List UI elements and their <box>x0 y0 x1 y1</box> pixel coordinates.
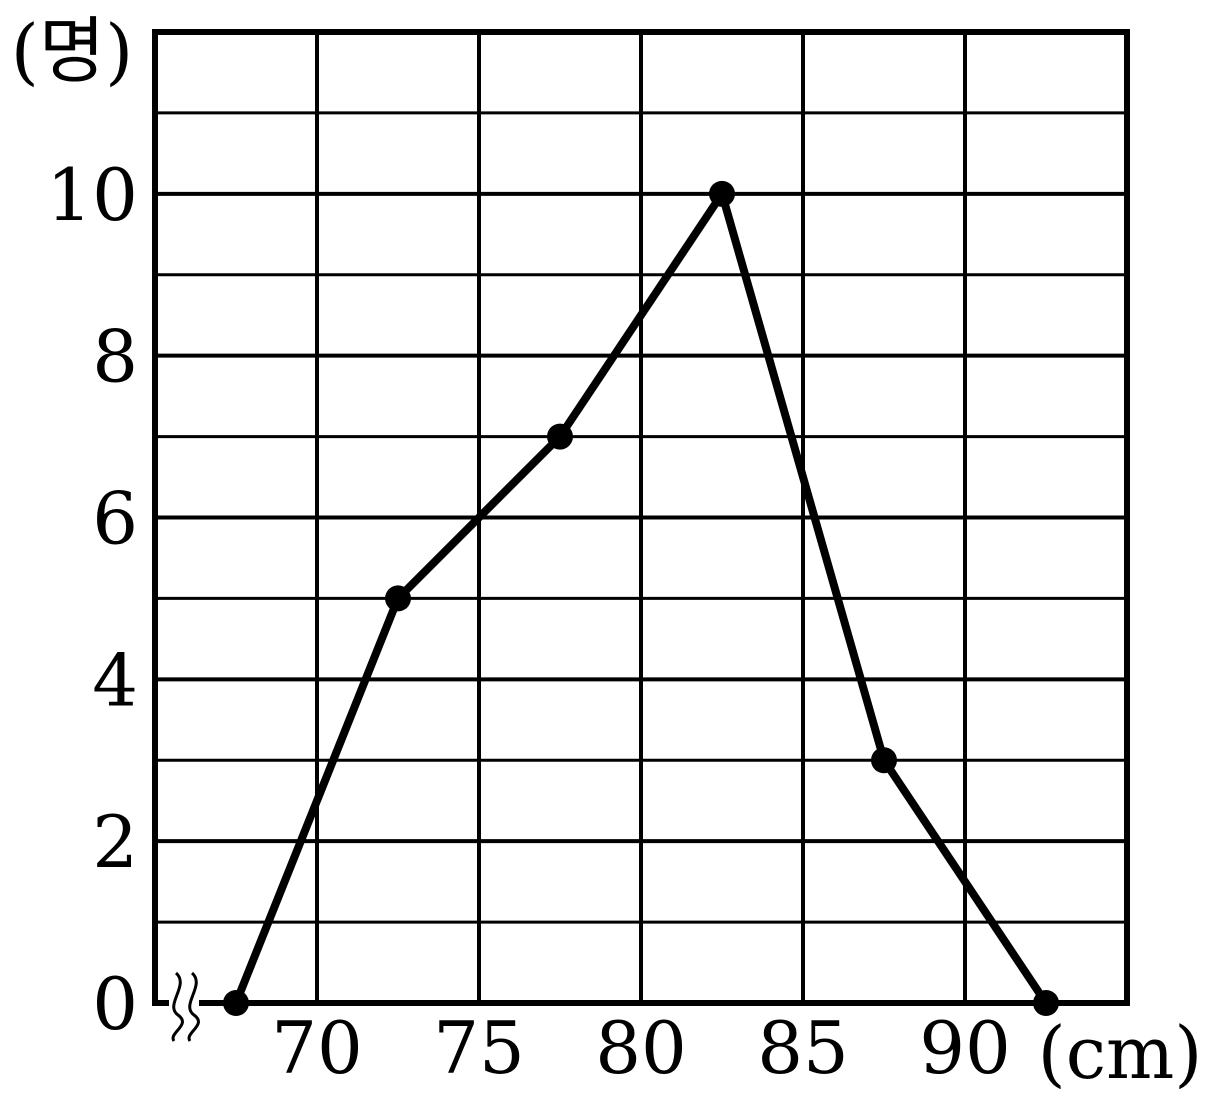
series-layer <box>232 189 1050 1007</box>
data-point <box>385 585 411 612</box>
data-point <box>709 180 735 207</box>
data-point <box>871 747 897 774</box>
y-tick-label: 0 <box>92 962 138 1046</box>
axis-break-symbol <box>169 971 200 1042</box>
y-tick-label: 2 <box>92 800 138 884</box>
series-line <box>232 189 1050 1007</box>
y-axis-unit: (명) <box>11 9 133 93</box>
y-tick-labels: 0 2 4 6 8 10 <box>46 153 138 1046</box>
x-axis-unit: (cm) <box>1038 1011 1203 1095</box>
x-tick-label: 85 <box>757 1006 849 1090</box>
y-tick-label: 10 <box>46 153 138 237</box>
plot-frame <box>152 29 1130 1006</box>
x-tick-label: 75 <box>433 1006 525 1090</box>
x-tick-label: 80 <box>595 1006 687 1090</box>
axis-break-stroke <box>187 971 200 1042</box>
x-tick-label: 70 <box>271 1006 363 1090</box>
x-tick-labels: 70 75 80 85 90 <box>271 1006 1011 1090</box>
data-point <box>547 423 573 450</box>
y-tick-label: 4 <box>92 638 138 722</box>
y-tick-label: 6 <box>92 477 138 561</box>
y-tick-label: 8 <box>92 315 138 399</box>
data-point <box>223 990 249 1016</box>
data-point <box>1033 990 1059 1016</box>
axis-break-stroke <box>171 971 184 1042</box>
grid <box>155 30 1129 1003</box>
data-points <box>223 180 1059 1016</box>
x-tick-label: 90 <box>919 1006 1011 1090</box>
